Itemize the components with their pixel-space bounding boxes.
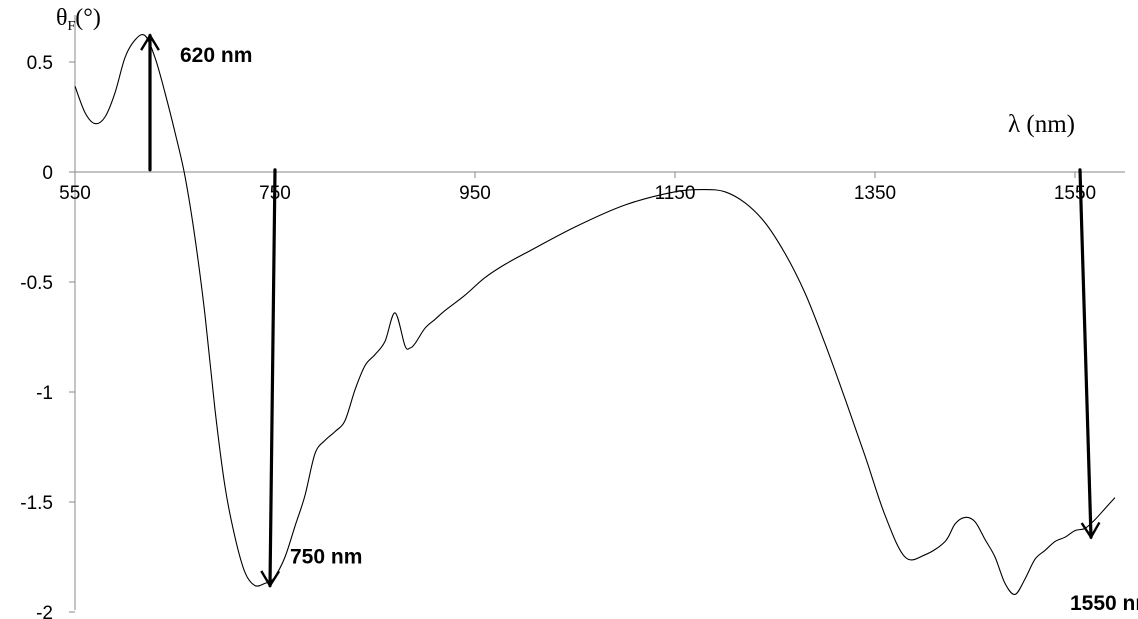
y-axis-ticks: 0.5 0 -0.5 -1 -1.5 -2 (20, 53, 75, 619)
y-axis-label-unit: (°) (75, 5, 101, 31)
x-tick-label: 1150 (655, 183, 696, 204)
y-tick-label: 0.5 (27, 53, 53, 74)
annotation-arrow-1 (260, 168, 281, 588)
annotation-arrow-2 (1078, 168, 1101, 540)
x-tick-label: 950 (459, 183, 491, 204)
x-axis-label: λ (nm) (1008, 111, 1075, 138)
annotation-label: 1550 nm (1070, 592, 1138, 615)
y-tick-label: -1.5 (20, 493, 53, 514)
annotation-arrows: 620 nm 750 nm 1550 nm (140, 33, 1138, 615)
x-axis-ticks: 550750950115013501550 (59, 172, 1096, 204)
y-axis-label-subscript: F (68, 19, 76, 34)
annotation-arrow-0 (140, 33, 160, 172)
series-line (74, 34, 1116, 595)
y-axis-label-symbol: θ (56, 5, 68, 31)
annotation-label: 620 nm (180, 44, 252, 67)
x-tick-label: 1350 (854, 183, 896, 204)
y-tick-label: -0.5 (20, 273, 53, 294)
y-tick-label: 0 (42, 163, 53, 184)
y-axis-label: θF(°) (56, 5, 101, 34)
x-tick-label: 1550 (1054, 183, 1096, 204)
x-tick-label: 550 (59, 183, 91, 204)
y-tick-label: -1 (36, 383, 53, 404)
annotation-label: 750 nm (290, 546, 362, 569)
y-tick-label: -2 (36, 603, 53, 619)
